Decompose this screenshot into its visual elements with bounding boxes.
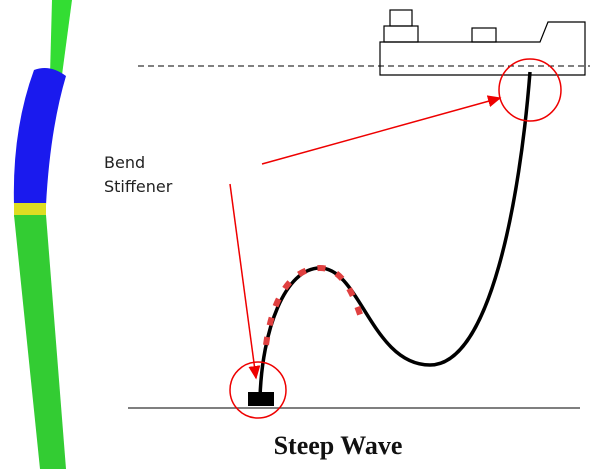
annotation: Bend (104, 153, 145, 172)
stiffener-render (13, 0, 72, 469)
anchor (248, 392, 274, 406)
caption: Steep Wave (274, 431, 403, 460)
riser (258, 71, 532, 399)
highlight (498, 58, 562, 122)
arrow (261, 95, 502, 165)
highlight (229, 361, 287, 419)
ship (379, 9, 586, 76)
buoyancy (263, 264, 365, 346)
arrow (229, 183, 261, 380)
annotation: Stiffener (104, 177, 173, 196)
